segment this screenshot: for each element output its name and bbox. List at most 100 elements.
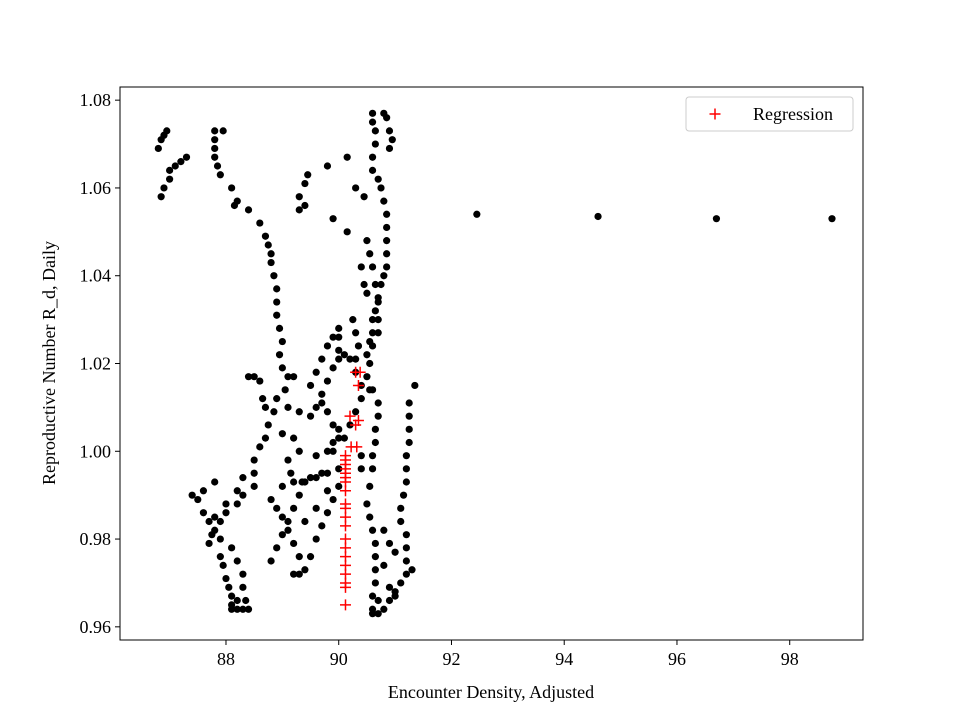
y-tick-label: 0.98 [80,529,112,549]
point [352,379,364,391]
point [166,166,174,174]
point [312,452,320,460]
point [363,500,371,508]
point [352,184,360,192]
point [371,280,379,289]
point [335,434,343,442]
point [374,316,382,324]
point [329,421,337,429]
point [368,386,377,394]
point [357,395,365,403]
point [366,482,374,490]
point [339,450,351,462]
point [377,280,385,289]
point [335,333,343,341]
point [399,491,408,499]
point [371,539,379,548]
point [335,482,343,490]
point [357,465,365,473]
point [363,237,371,245]
point [270,408,278,416]
point [380,526,388,534]
point [828,215,836,223]
point [335,425,343,433]
point [306,412,315,420]
point [284,526,292,534]
point [244,206,253,214]
point [278,337,286,346]
point [323,342,332,350]
point [213,162,222,170]
point [366,250,374,258]
point [228,184,236,192]
point [368,263,377,271]
point [374,399,382,407]
point [352,415,364,427]
point [301,517,309,526]
x-tick-label: 90 [330,649,348,669]
point [349,316,357,324]
point [261,403,270,411]
point [295,193,303,201]
point [318,355,326,363]
y-tick-label: 1.06 [80,178,112,198]
point [264,241,272,249]
point [329,438,337,447]
point [290,478,298,486]
point [312,504,320,512]
y-tick-label: 0.96 [80,617,112,637]
point [306,474,315,482]
point [216,171,224,179]
point [371,566,379,574]
point [250,456,258,464]
y-axis-label: Reproductive Number R_d, Daily [39,241,59,485]
plot-frame [119,86,864,641]
point [261,434,270,442]
point [318,469,326,477]
point [228,592,236,600]
point [402,452,410,460]
point [352,408,360,416]
point [368,610,377,618]
point [295,553,303,561]
point [473,210,481,218]
point [335,355,343,363]
point [278,513,286,521]
point [383,210,391,218]
x-axis-label: Encounter Density, Adjusted [388,682,594,702]
point [343,228,351,236]
point [594,212,602,221]
y-tick-label: 1.08 [80,90,112,110]
point [216,553,224,561]
point [295,491,303,499]
point [233,557,241,565]
point [233,500,241,508]
point [385,539,394,548]
point [380,561,388,569]
point [397,579,405,587]
point [244,605,253,613]
point [233,596,241,605]
point [318,390,326,398]
point [343,153,351,161]
point [273,504,281,512]
point [267,495,275,504]
point [352,355,360,363]
point [301,201,309,210]
point [402,570,410,578]
point [228,605,236,613]
point [402,478,410,486]
point [222,500,230,508]
point [205,517,213,526]
point [287,469,295,477]
point [335,346,343,354]
point [301,566,309,574]
point [357,263,365,271]
point [363,289,371,297]
point [329,333,337,341]
y-tick-label: 1.04 [80,266,112,286]
point [278,364,286,372]
point [163,127,171,135]
point [323,509,332,517]
